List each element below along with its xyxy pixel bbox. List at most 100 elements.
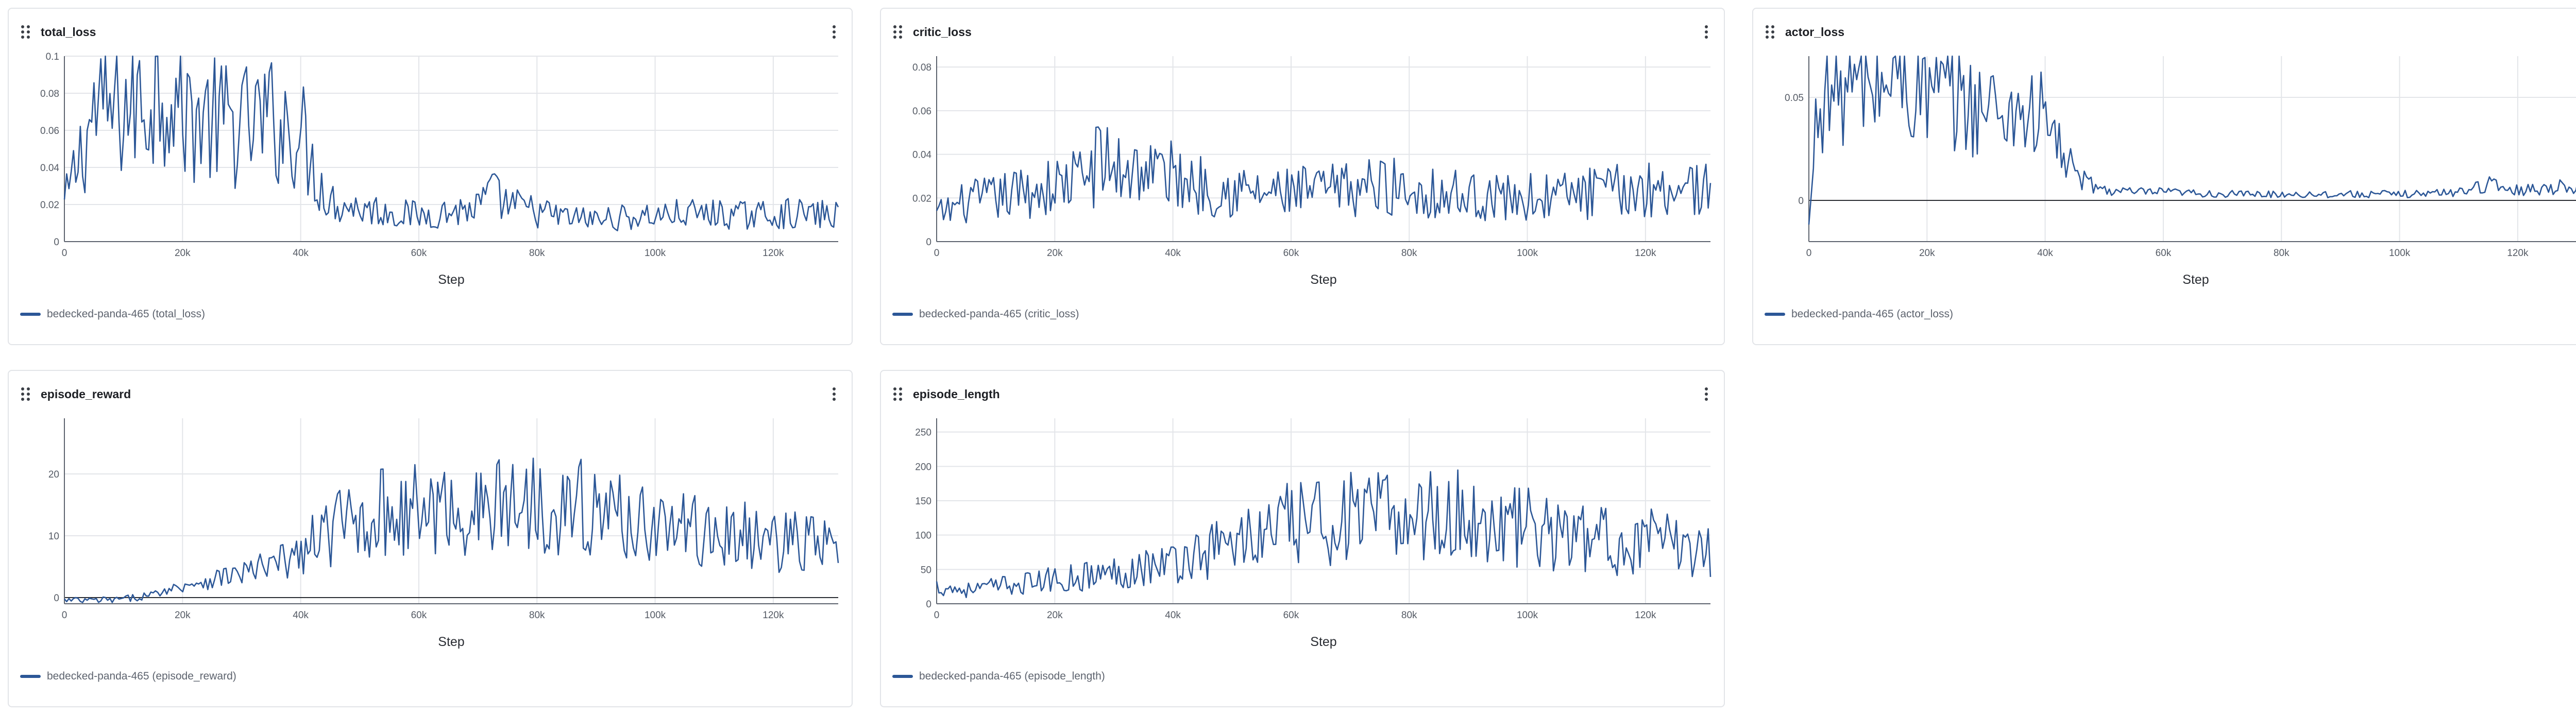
x-tick-label: 100k	[645, 248, 666, 259]
chart-actor_loss: 0 20k 40k 60k 80k 100k 120k 0 0.05 Step	[1785, 55, 2576, 287]
y-tick-label: 200	[915, 462, 931, 472]
legend-label: bedecked-panda-465 (episode_reward)	[47, 670, 236, 682]
x-tick-label: 120k	[2507, 248, 2529, 259]
legend-swatch	[892, 675, 913, 678]
series-line	[936, 469, 1711, 599]
x-tick-label: 60k	[1283, 248, 1299, 259]
vertical-dots-menu-icon[interactable]	[1700, 23, 1713, 41]
x-tick-label: 0	[934, 248, 940, 259]
x-tick-label: 40k	[1165, 248, 1181, 259]
chart-panel-episode_length: episode_length 0 20k 40k 60k 80k 100k 120k 0 50 10…	[880, 370, 1725, 707]
y-tick-label: 10	[48, 531, 59, 542]
chart-panel-actor_loss: actor_loss 0 20k 40k 60k 80k 100k 120k 0 0.05 Step…	[1752, 8, 2576, 345]
x-tick-label: 0	[62, 610, 67, 621]
x-tick-label: 40k	[293, 248, 309, 259]
y-tick-label: 0.05	[1785, 93, 1804, 104]
chart-episode_reward: 0 20k 40k 60k 80k 100k 120k 0 10 20 Step	[48, 418, 839, 649]
legend-swatch	[20, 675, 41, 678]
legend-entry[interactable]: bedecked-panda-465 (critic_loss)	[892, 307, 1079, 322]
x-tick-label: 60k	[411, 610, 427, 621]
y-tick-label: 250	[915, 428, 931, 438]
x-axis-label: Step	[1310, 635, 1336, 649]
chart-critic_loss: 0 20k 40k 60k 80k 100k 120k 0 0.02 0.04 0.06 0.08 St…	[912, 56, 1711, 287]
x-tick-label: 80k	[1401, 610, 1417, 621]
panel-title: total_loss	[41, 25, 96, 39]
vertical-dots-menu-icon[interactable]	[828, 23, 840, 41]
y-tick-label: 100	[915, 531, 931, 541]
x-tick-label: 80k	[529, 248, 545, 259]
legend-swatch	[1765, 313, 1785, 316]
x-tick-label: 80k	[2274, 248, 2290, 259]
y-tick-label: 0	[926, 599, 931, 610]
x-tick-label: 20k	[1047, 248, 1063, 259]
legend-entry[interactable]: bedecked-panda-465 (episode_reward)	[20, 669, 236, 684]
chart-panel-episode_reward: episode_reward 0 20k 40k 60k 80k 100k 120k 0 10 20…	[8, 370, 853, 707]
legend-entry[interactable]: bedecked-panda-465 (actor_loss)	[1765, 307, 1953, 322]
x-tick-label: 20k	[175, 610, 191, 621]
y-tick-label: 0	[1798, 196, 1804, 207]
drag-handle-icon[interactable]	[1764, 24, 1777, 40]
panel-title: episode_reward	[41, 387, 131, 401]
y-tick-label: 0.08	[40, 89, 59, 99]
x-tick-label: 120k	[1635, 610, 1656, 621]
y-tick-label: 0	[926, 237, 931, 248]
x-tick-label: 60k	[1283, 610, 1299, 621]
x-axis-label: Step	[2182, 273, 2209, 287]
y-tick-label: 0.04	[40, 163, 59, 174]
y-tick-label: 150	[915, 496, 931, 507]
panel-title: actor_loss	[1785, 25, 1845, 39]
x-tick-label: 100k	[2389, 248, 2411, 259]
series-line	[63, 55, 839, 231]
y-tick-label: 0.02	[40, 200, 59, 211]
x-axis-label: Step	[438, 635, 464, 649]
legend-label: bedecked-panda-465 (episode_length)	[919, 670, 1105, 682]
panel-header: episode_length	[881, 371, 1724, 417]
legend-label: bedecked-panda-465 (total_loss)	[47, 308, 206, 320]
legend-swatch	[892, 313, 913, 316]
drag-handle-icon[interactable]	[19, 24, 32, 40]
x-tick-label: 20k	[1919, 248, 1935, 259]
chart-panel-critic_loss: critic_loss 0 20k 40k 60k 80k 100k 120k 0 0.02 0.0…	[880, 8, 1725, 345]
y-tick-label: 0.06	[40, 126, 59, 137]
series-line	[64, 457, 839, 603]
x-tick-label: 120k	[1635, 248, 1656, 259]
chart-episode_length: 0 20k 40k 60k 80k 100k 120k 0 50 100 150 200 250 Step	[915, 418, 1711, 649]
legend-entry[interactable]: bedecked-panda-465 (total_loss)	[20, 307, 205, 322]
x-tick-label: 100k	[1517, 248, 1538, 259]
y-tick-label: 0	[54, 593, 59, 604]
chart-total_loss: 0 20k 40k 60k 80k 100k 120k 0 0.02 0.04 0.06 0.08 0.…	[40, 52, 839, 287]
x-tick-label: 0	[934, 610, 940, 621]
y-tick-label: 0.08	[912, 62, 931, 73]
legend-entry[interactable]: bedecked-panda-465 (episode_length)	[892, 669, 1105, 684]
series-line	[936, 126, 1711, 224]
panel-header: episode_reward	[9, 371, 852, 417]
x-tick-label: 20k	[1047, 610, 1063, 621]
x-tick-label: 120k	[762, 248, 784, 259]
drag-handle-icon[interactable]	[891, 386, 905, 402]
vertical-dots-menu-icon[interactable]	[1700, 385, 1713, 403]
x-tick-label: 100k	[1517, 610, 1538, 621]
x-tick-label: 40k	[293, 610, 309, 621]
y-tick-label: 0.04	[912, 150, 931, 161]
legend-label: bedecked-panda-465 (critic_loss)	[919, 308, 1079, 320]
y-tick-label: 0	[54, 237, 59, 248]
x-tick-label: 80k	[1401, 248, 1417, 259]
panel-header: critic_loss	[881, 9, 1724, 55]
y-tick-label: 50	[921, 565, 931, 575]
drag-handle-icon[interactable]	[891, 24, 905, 40]
panel-title: episode_length	[913, 387, 1000, 401]
x-tick-label: 0	[62, 248, 67, 259]
chart-panel-total_loss: total_loss 0 20k 40k 60k 80k 100k 120k 0 0.02 0.04…	[8, 8, 853, 345]
panel-header: total_loss	[9, 9, 852, 55]
x-tick-label: 60k	[2156, 248, 2172, 259]
drag-handle-icon[interactable]	[19, 386, 32, 402]
panel-header: actor_loss	[1753, 9, 2576, 55]
y-tick-label: 0.06	[912, 106, 931, 117]
x-tick-label: 100k	[645, 610, 666, 621]
legend-label: bedecked-panda-465 (actor_loss)	[1791, 308, 1954, 320]
vertical-dots-menu-icon[interactable]	[828, 385, 840, 403]
y-tick-label: 0.02	[912, 193, 931, 204]
legend-swatch	[20, 313, 41, 316]
y-tick-label: 0.1	[46, 52, 59, 62]
